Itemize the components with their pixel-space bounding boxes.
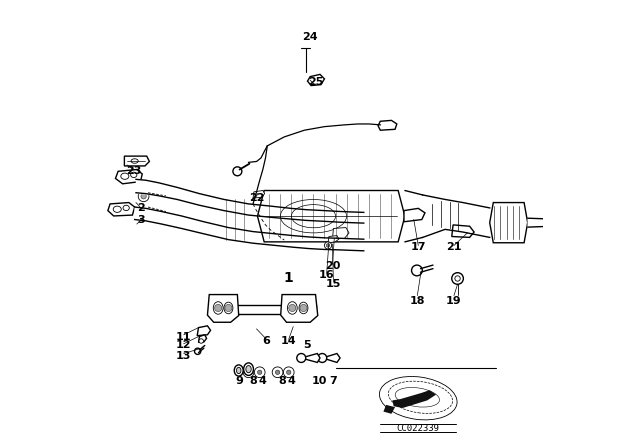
Ellipse shape — [237, 367, 241, 374]
Text: 23: 23 — [125, 166, 141, 177]
Polygon shape — [325, 353, 340, 362]
Polygon shape — [115, 169, 142, 184]
Circle shape — [138, 191, 149, 202]
Text: 11: 11 — [176, 332, 191, 341]
Polygon shape — [253, 190, 264, 198]
Polygon shape — [124, 156, 149, 166]
Ellipse shape — [244, 363, 253, 375]
Polygon shape — [383, 405, 395, 414]
Circle shape — [326, 244, 330, 247]
Circle shape — [412, 265, 422, 276]
Ellipse shape — [113, 206, 121, 212]
Text: 5: 5 — [303, 340, 310, 350]
Ellipse shape — [121, 173, 129, 179]
Circle shape — [246, 370, 251, 375]
Text: 24: 24 — [302, 32, 318, 42]
Text: 19: 19 — [446, 296, 462, 306]
Ellipse shape — [246, 366, 252, 373]
Text: 25: 25 — [308, 77, 323, 87]
Polygon shape — [257, 190, 405, 242]
Text: 6: 6 — [262, 336, 270, 346]
Circle shape — [141, 194, 147, 199]
Text: 10: 10 — [312, 376, 327, 386]
Circle shape — [233, 167, 242, 176]
Polygon shape — [197, 326, 211, 336]
Polygon shape — [307, 74, 324, 86]
Polygon shape — [305, 353, 320, 362]
Text: CC022339: CC022339 — [397, 424, 440, 433]
Text: 21: 21 — [446, 242, 461, 252]
Ellipse shape — [299, 302, 308, 314]
Text: 2: 2 — [138, 203, 145, 213]
Polygon shape — [452, 225, 474, 237]
Text: 12: 12 — [176, 340, 191, 350]
Polygon shape — [216, 305, 316, 314]
Circle shape — [287, 370, 291, 375]
Polygon shape — [207, 295, 239, 322]
Text: 7: 7 — [330, 376, 337, 386]
Circle shape — [452, 273, 463, 284]
Circle shape — [297, 353, 306, 362]
Circle shape — [243, 367, 254, 378]
Circle shape — [225, 304, 232, 311]
Circle shape — [195, 348, 201, 354]
Text: 9: 9 — [236, 376, 244, 386]
Text: 8: 8 — [249, 376, 257, 386]
Ellipse shape — [287, 302, 297, 314]
Polygon shape — [198, 335, 207, 342]
Circle shape — [214, 304, 221, 311]
Text: 14: 14 — [281, 336, 296, 346]
Ellipse shape — [131, 172, 137, 177]
Text: 8: 8 — [278, 376, 286, 386]
Ellipse shape — [123, 205, 129, 211]
Polygon shape — [281, 295, 318, 322]
Circle shape — [289, 304, 296, 311]
Text: 4: 4 — [287, 376, 295, 386]
Polygon shape — [404, 208, 425, 222]
Text: 15: 15 — [326, 279, 341, 289]
Circle shape — [300, 304, 307, 311]
Circle shape — [284, 367, 294, 378]
Text: 1: 1 — [284, 271, 294, 284]
Text: 18: 18 — [410, 296, 425, 306]
Ellipse shape — [131, 159, 138, 163]
Ellipse shape — [234, 365, 243, 376]
Text: 22: 22 — [249, 193, 264, 203]
Circle shape — [272, 367, 283, 378]
Circle shape — [324, 242, 332, 249]
Circle shape — [318, 353, 326, 362]
Polygon shape — [108, 202, 134, 216]
Polygon shape — [333, 228, 349, 239]
Text: 3: 3 — [138, 215, 145, 224]
Circle shape — [275, 370, 280, 375]
Circle shape — [257, 370, 262, 375]
Text: 16: 16 — [319, 270, 335, 280]
Polygon shape — [328, 236, 339, 243]
Text: 4: 4 — [258, 376, 266, 386]
Polygon shape — [392, 390, 436, 408]
Circle shape — [254, 367, 265, 378]
Text: 20: 20 — [325, 262, 340, 271]
Circle shape — [455, 276, 460, 281]
Text: 13: 13 — [176, 351, 191, 361]
Polygon shape — [378, 121, 397, 130]
Circle shape — [199, 339, 204, 343]
Ellipse shape — [224, 302, 233, 314]
Polygon shape — [490, 202, 527, 243]
Ellipse shape — [213, 302, 223, 314]
Text: 17: 17 — [410, 242, 426, 252]
